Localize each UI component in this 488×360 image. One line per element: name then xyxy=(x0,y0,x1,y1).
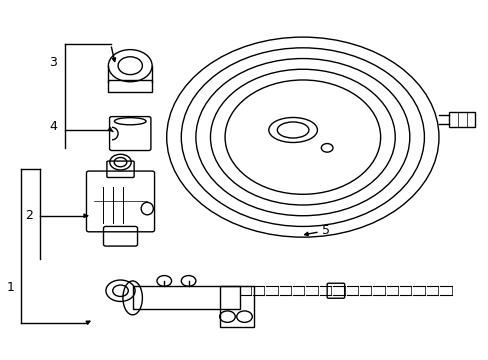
Text: 2: 2 xyxy=(25,209,33,222)
Text: 3: 3 xyxy=(49,55,57,69)
Text: 1: 1 xyxy=(7,281,15,294)
Text: 5: 5 xyxy=(322,224,329,237)
Text: 4: 4 xyxy=(49,120,57,133)
